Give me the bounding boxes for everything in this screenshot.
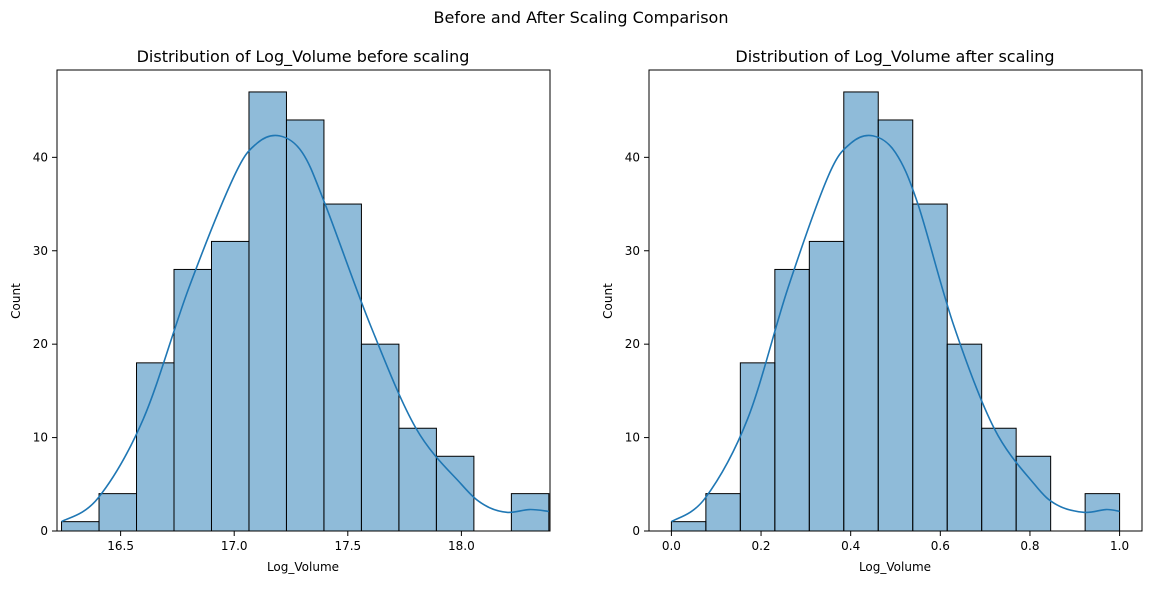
y-tick-label: 40 — [625, 150, 640, 164]
plot-area-before — [56, 69, 551, 532]
histogram-bar — [98, 493, 138, 532]
figure-suptitle: Before and After Scaling Comparison — [434, 8, 729, 27]
histogram-bar — [323, 203, 362, 532]
y-tick-label: 30 — [625, 244, 640, 258]
x-tick-label: 18.0 — [448, 539, 475, 553]
x-tick-label: 16.5 — [107, 539, 134, 553]
kde-curve-after — [670, 134, 1120, 523]
y-axis-ticks-after: 0 10 20 30 40 — [625, 150, 649, 538]
histogram-bar — [843, 91, 879, 532]
y-tick-label: 20 — [625, 337, 640, 351]
histogram-bar — [210, 240, 250, 532]
histogram-bar — [360, 343, 400, 532]
y-tick-label: 30 — [33, 244, 48, 258]
y-axis-ticks-before: 0 10 20 30 40 — [33, 150, 57, 538]
histogram-bar — [61, 521, 100, 532]
chart-title-before: Distribution of Log_Volume before scalin… — [137, 47, 470, 67]
histogram-bars-after — [670, 91, 1121, 532]
x-axis-label-after: Log_Volume — [859, 560, 931, 574]
chart-title-after: Distribution of Log_Volume after scaling — [735, 47, 1054, 67]
plot-area-after — [648, 69, 1143, 532]
histogram-bar — [981, 427, 1017, 532]
x-tick-label: 0.4 — [841, 539, 860, 553]
chart-before-scaling: Distribution of Log_Volume before scalin… — [9, 47, 551, 574]
x-tick-label: 1.0 — [1110, 539, 1129, 553]
histogram-bar — [670, 521, 707, 532]
x-tick-label: 0.8 — [1020, 539, 1039, 553]
histogram-bar — [946, 343, 983, 532]
histogram-bar — [877, 119, 914, 532]
y-tick-label: 10 — [33, 431, 48, 445]
x-axis-ticks-before: 16.5 17.0 17.5 18.0 — [107, 531, 475, 553]
y-axis-label-after: Count — [601, 283, 615, 319]
histogram-bar — [285, 119, 325, 532]
y-tick-label: 0 — [632, 524, 640, 538]
histogram-bar — [705, 493, 741, 532]
x-tick-label: 17.5 — [334, 539, 361, 553]
histogram-bar — [173, 268, 212, 532]
x-tick-label: 0.0 — [662, 539, 681, 553]
histogram-bar — [248, 91, 287, 532]
histogram-bar — [774, 268, 810, 532]
x-axis-ticks-after: 0.0 0.2 0.4 0.6 0.8 1.0 — [662, 531, 1129, 553]
y-tick-label: 10 — [625, 431, 640, 445]
x-axis-label-before: Log_Volume — [267, 560, 339, 574]
y-tick-label: 20 — [33, 337, 48, 351]
histogram-bar — [510, 493, 550, 532]
histogram-bar — [912, 203, 948, 532]
histogram-bars-before — [61, 91, 550, 532]
chart-after-scaling: Distribution of Log_Volume after scaling… — [601, 47, 1143, 574]
x-tick-label: 0.6 — [931, 539, 950, 553]
histogram-bar — [435, 455, 475, 532]
x-tick-label: 0.2 — [751, 539, 770, 553]
kde-curve-before — [61, 134, 549, 523]
y-tick-label: 40 — [33, 150, 48, 164]
y-axis-label-before: Count — [9, 283, 23, 319]
y-tick-label: 0 — [40, 524, 48, 538]
histogram-bar — [398, 427, 437, 532]
histogram-bar — [808, 240, 845, 532]
x-tick-label: 17.0 — [221, 539, 248, 553]
